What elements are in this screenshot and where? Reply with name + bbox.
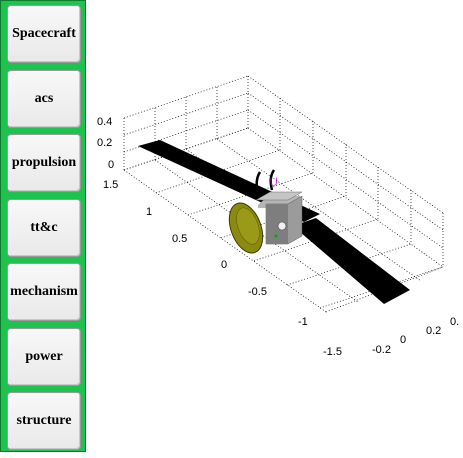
svg-text:0.5: 0.5 <box>172 233 187 245</box>
svg-text:0.: 0. <box>450 316 459 328</box>
propulsion-button[interactable]: propulsion <box>7 134 81 192</box>
ttc-button[interactable]: tt&c <box>7 199 81 257</box>
svg-text:0.2: 0.2 <box>97 137 112 149</box>
plot-canvas[interactable]: ⋃ 0.4 0.2 0 1.5 1 0.5 0 -0.5 -1 -1.5 -0.… <box>88 0 463 458</box>
acs-button[interactable]: acs <box>7 70 81 128</box>
y-axis-ticks: 1.5 1 0.5 0 -0.5 -1 -1.5 <box>103 179 342 358</box>
power-button[interactable]: power <box>7 328 81 386</box>
svg-text:⋃: ⋃ <box>270 176 277 186</box>
svg-text:0: 0 <box>221 259 227 271</box>
svg-text:0: 0 <box>400 334 406 346</box>
z-axis-ticks: 0.4 0.2 0 <box>97 116 114 171</box>
svg-text:-1: -1 <box>298 316 308 328</box>
svg-text:-0.5: -0.5 <box>248 286 267 298</box>
subsystem-sidebar: Spacecraft acs propulsion tt&c mechanism… <box>0 0 86 452</box>
svg-text:1.5: 1.5 <box>103 179 118 191</box>
svg-text:0.4: 0.4 <box>97 116 112 128</box>
spacecraft-3d-plot[interactable]: ⋃ 0.4 0.2 0 1.5 1 0.5 0 -0.5 -1 -1.5 -0.… <box>88 0 463 458</box>
svg-text:1: 1 <box>146 206 152 218</box>
x-axis-ticks: -0.2 0 0.2 0. <box>372 316 459 356</box>
svg-text:-0.2: -0.2 <box>372 344 391 356</box>
solar-panel-right <box>293 218 410 304</box>
svg-text:0: 0 <box>108 159 114 171</box>
mechanism-button[interactable]: mechanism <box>7 263 81 321</box>
structure-button[interactable]: structure <box>7 392 81 450</box>
spacecraft-body: ⋃ <box>255 169 303 245</box>
svg-text:-1.5: -1.5 <box>323 346 342 358</box>
spacecraft-button[interactable]: Spacecraft <box>7 5 81 63</box>
svg-text:0.2: 0.2 <box>426 325 441 337</box>
